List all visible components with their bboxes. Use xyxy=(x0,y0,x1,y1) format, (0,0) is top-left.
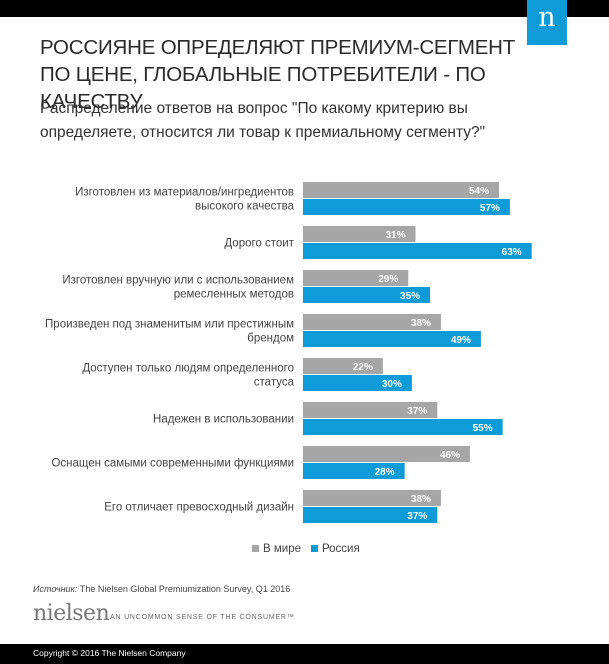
nielsen-logo-icon: n xyxy=(527,0,567,45)
bar-russia xyxy=(303,507,438,523)
chart-legend: В мире Россия xyxy=(252,543,370,555)
data-label: 55% xyxy=(473,423,493,434)
data-label: 63% xyxy=(502,247,522,258)
data-label: 28% xyxy=(375,467,395,478)
data-label: 35% xyxy=(400,291,420,302)
data-label: 49% xyxy=(451,335,471,346)
footer-bar: Copyright © 2016 The Nielsen Company xyxy=(0,644,609,664)
legend-swatch xyxy=(252,545,259,553)
legend-item-russia: Россия xyxy=(311,543,360,555)
legend-swatch xyxy=(311,545,318,553)
category-label: Дорого стоит xyxy=(224,238,294,250)
bar-world xyxy=(303,270,409,286)
category-label: Изготовлен вручную или с использованием р… xyxy=(62,275,294,301)
legend-item-world: В мире xyxy=(252,543,301,555)
data-label: 30% xyxy=(382,379,402,390)
category-label: Произведен под знаменитым или престижным… xyxy=(45,319,294,345)
bar-russia xyxy=(303,199,510,215)
data-label: 29% xyxy=(378,274,398,285)
nielsen-wordmark: nielsen xyxy=(33,601,110,626)
bar-russia xyxy=(303,243,532,259)
legend-label: В мире xyxy=(263,543,301,555)
legend-label: Россия xyxy=(322,543,360,555)
copyright-text: Copyright © 2016 The Nielsen Company xyxy=(33,648,186,658)
bar-russia xyxy=(303,375,412,391)
data-label: 37% xyxy=(407,406,427,417)
data-label: 31% xyxy=(386,230,406,241)
bar-chart: Изготовлен из материалов/ингредиентов выс… xyxy=(45,182,532,523)
bar-world xyxy=(303,226,416,242)
bar-russia xyxy=(303,287,431,303)
bar-world xyxy=(303,490,441,506)
bar-world xyxy=(303,182,500,198)
bar-russia xyxy=(303,463,405,479)
data-label: 22% xyxy=(353,362,373,373)
category-label: Его отличает превосходный дизайн xyxy=(104,502,294,514)
bar-world xyxy=(303,314,441,330)
category-label: Надежен в использовании xyxy=(153,414,294,426)
page-title: РОССИЯНЕ ОПРЕДЕЛЯЮТ ПРЕМИУМ-СЕГМЕНТ ПО Ц… xyxy=(40,36,516,113)
bar-world xyxy=(303,358,383,374)
tagline: AN UNCOMMON SENSE OF THE CONSUMER™ xyxy=(110,614,295,621)
source-label: Источник: xyxy=(33,584,78,594)
category-label: Изготовлен из материалов/ингредиентов выс… xyxy=(75,187,295,213)
bar-world xyxy=(303,402,438,418)
bar-russia xyxy=(303,331,481,347)
bar-russia xyxy=(303,419,503,435)
source-text: The Nielsen Global Premiumization Survey… xyxy=(79,584,291,594)
data-label: 54% xyxy=(469,186,489,197)
top-bar xyxy=(0,0,609,17)
category-label: Доступен только людям определенного стату… xyxy=(82,363,294,389)
bar-world xyxy=(303,446,470,462)
data-label: 37% xyxy=(407,511,427,522)
data-label: 57% xyxy=(480,203,500,214)
category-label: Оснащен самыми современными функциями xyxy=(51,458,294,470)
data-label: 46% xyxy=(440,450,460,461)
data-label: 38% xyxy=(411,318,431,329)
page-subtitle: Распределение ответов на вопрос "По како… xyxy=(40,100,486,141)
source-note: Источник: The Nielsen Global Premiumizat… xyxy=(33,584,290,594)
data-label: 38% xyxy=(411,494,431,505)
